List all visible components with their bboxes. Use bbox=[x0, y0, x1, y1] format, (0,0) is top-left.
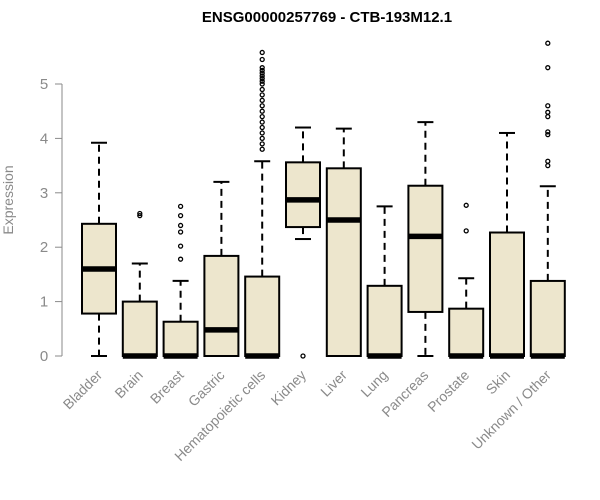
box-group bbox=[529, 40, 566, 359]
box-iqr bbox=[366, 284, 403, 358]
outlier-point bbox=[259, 103, 265, 109]
outlier-point bbox=[545, 158, 551, 164]
box-iqr bbox=[407, 184, 444, 313]
outlier-point bbox=[259, 73, 265, 79]
chart-title: ENSG00000257769 - CTB-193M12.1 bbox=[202, 9, 452, 26]
outlier-point bbox=[259, 65, 265, 71]
outlier-point bbox=[137, 210, 143, 217]
outlier-point bbox=[259, 108, 265, 114]
y-tick-label: 1 bbox=[40, 294, 48, 311]
x-tick-label: Kidney bbox=[268, 367, 310, 409]
x-tick-label: Skin bbox=[483, 367, 514, 398]
box-group bbox=[448, 202, 485, 359]
outlier-point bbox=[545, 103, 551, 109]
outlier-point bbox=[177, 203, 184, 210]
x-tick-label: Lung bbox=[357, 367, 390, 400]
outlier-point bbox=[259, 86, 265, 93]
box-iqr bbox=[529, 279, 566, 358]
outlier-point bbox=[545, 109, 551, 115]
x-tick-label: Bladder bbox=[60, 367, 106, 413]
outlier-point bbox=[259, 135, 265, 142]
box-iqr bbox=[121, 300, 158, 358]
box-group bbox=[285, 126, 321, 359]
outlier-point bbox=[177, 229, 184, 235]
box-group bbox=[203, 180, 240, 358]
box-iqr bbox=[448, 307, 485, 357]
box-group bbox=[366, 205, 403, 359]
x-tick-label: Breast bbox=[147, 367, 187, 407]
box-iqr bbox=[285, 161, 321, 229]
outlier-point bbox=[259, 113, 265, 120]
box-iqr bbox=[489, 231, 525, 357]
outlier-point bbox=[259, 67, 265, 74]
y-tick-label: 0 bbox=[40, 348, 48, 365]
x-tick-label: Prostate bbox=[424, 367, 472, 415]
outlier-point bbox=[259, 146, 265, 152]
box-group bbox=[121, 210, 158, 359]
outlier-point bbox=[259, 56, 265, 63]
outlier-point bbox=[545, 65, 551, 71]
outlier-point bbox=[259, 97, 265, 103]
box-iqr bbox=[325, 167, 362, 357]
outlier-point bbox=[177, 256, 184, 262]
x-tick-label: Brain bbox=[111, 367, 145, 401]
box-group bbox=[489, 131, 525, 359]
y-axis-label: Expression bbox=[0, 165, 16, 234]
outlier-point bbox=[259, 141, 265, 147]
boxes-group bbox=[81, 40, 566, 359]
outlier-point bbox=[259, 119, 265, 125]
outlier-point bbox=[137, 212, 143, 219]
y-tick-label: 2 bbox=[40, 239, 48, 256]
x-tick-label: Liver bbox=[317, 367, 350, 400]
y-tick-label: 5 bbox=[40, 76, 48, 93]
box-group bbox=[162, 203, 199, 359]
y-axis: 0 1 2 3 4 5 bbox=[40, 76, 63, 365]
box-iqr bbox=[162, 320, 199, 357]
outlier-point bbox=[545, 129, 551, 135]
outlier-point bbox=[259, 81, 265, 87]
outlier-point bbox=[259, 70, 265, 76]
outlier-point bbox=[259, 75, 265, 82]
box-iqr bbox=[203, 254, 240, 358]
box-group bbox=[407, 121, 444, 357]
outlier-point bbox=[463, 228, 469, 234]
outlier-point bbox=[545, 113, 551, 120]
box-group bbox=[81, 141, 117, 357]
outlier-point bbox=[300, 353, 306, 359]
outlier-point bbox=[259, 49, 265, 56]
outlier-point bbox=[545, 40, 551, 46]
outlier-point bbox=[545, 131, 551, 138]
box-group bbox=[325, 127, 362, 357]
y-tick-label: 3 bbox=[40, 185, 48, 202]
outlier-point bbox=[259, 78, 265, 84]
outlier-point bbox=[545, 162, 551, 169]
box-iqr bbox=[244, 275, 281, 357]
outlier-point bbox=[177, 222, 184, 229]
outlier-point bbox=[259, 130, 265, 136]
outlier-point bbox=[463, 202, 469, 208]
y-tick-label: 4 bbox=[40, 130, 48, 147]
outlier-point bbox=[259, 124, 265, 131]
outlier-point bbox=[177, 212, 184, 219]
outlier-point bbox=[177, 243, 184, 249]
box-group bbox=[244, 49, 281, 359]
outlier-point bbox=[259, 92, 265, 98]
